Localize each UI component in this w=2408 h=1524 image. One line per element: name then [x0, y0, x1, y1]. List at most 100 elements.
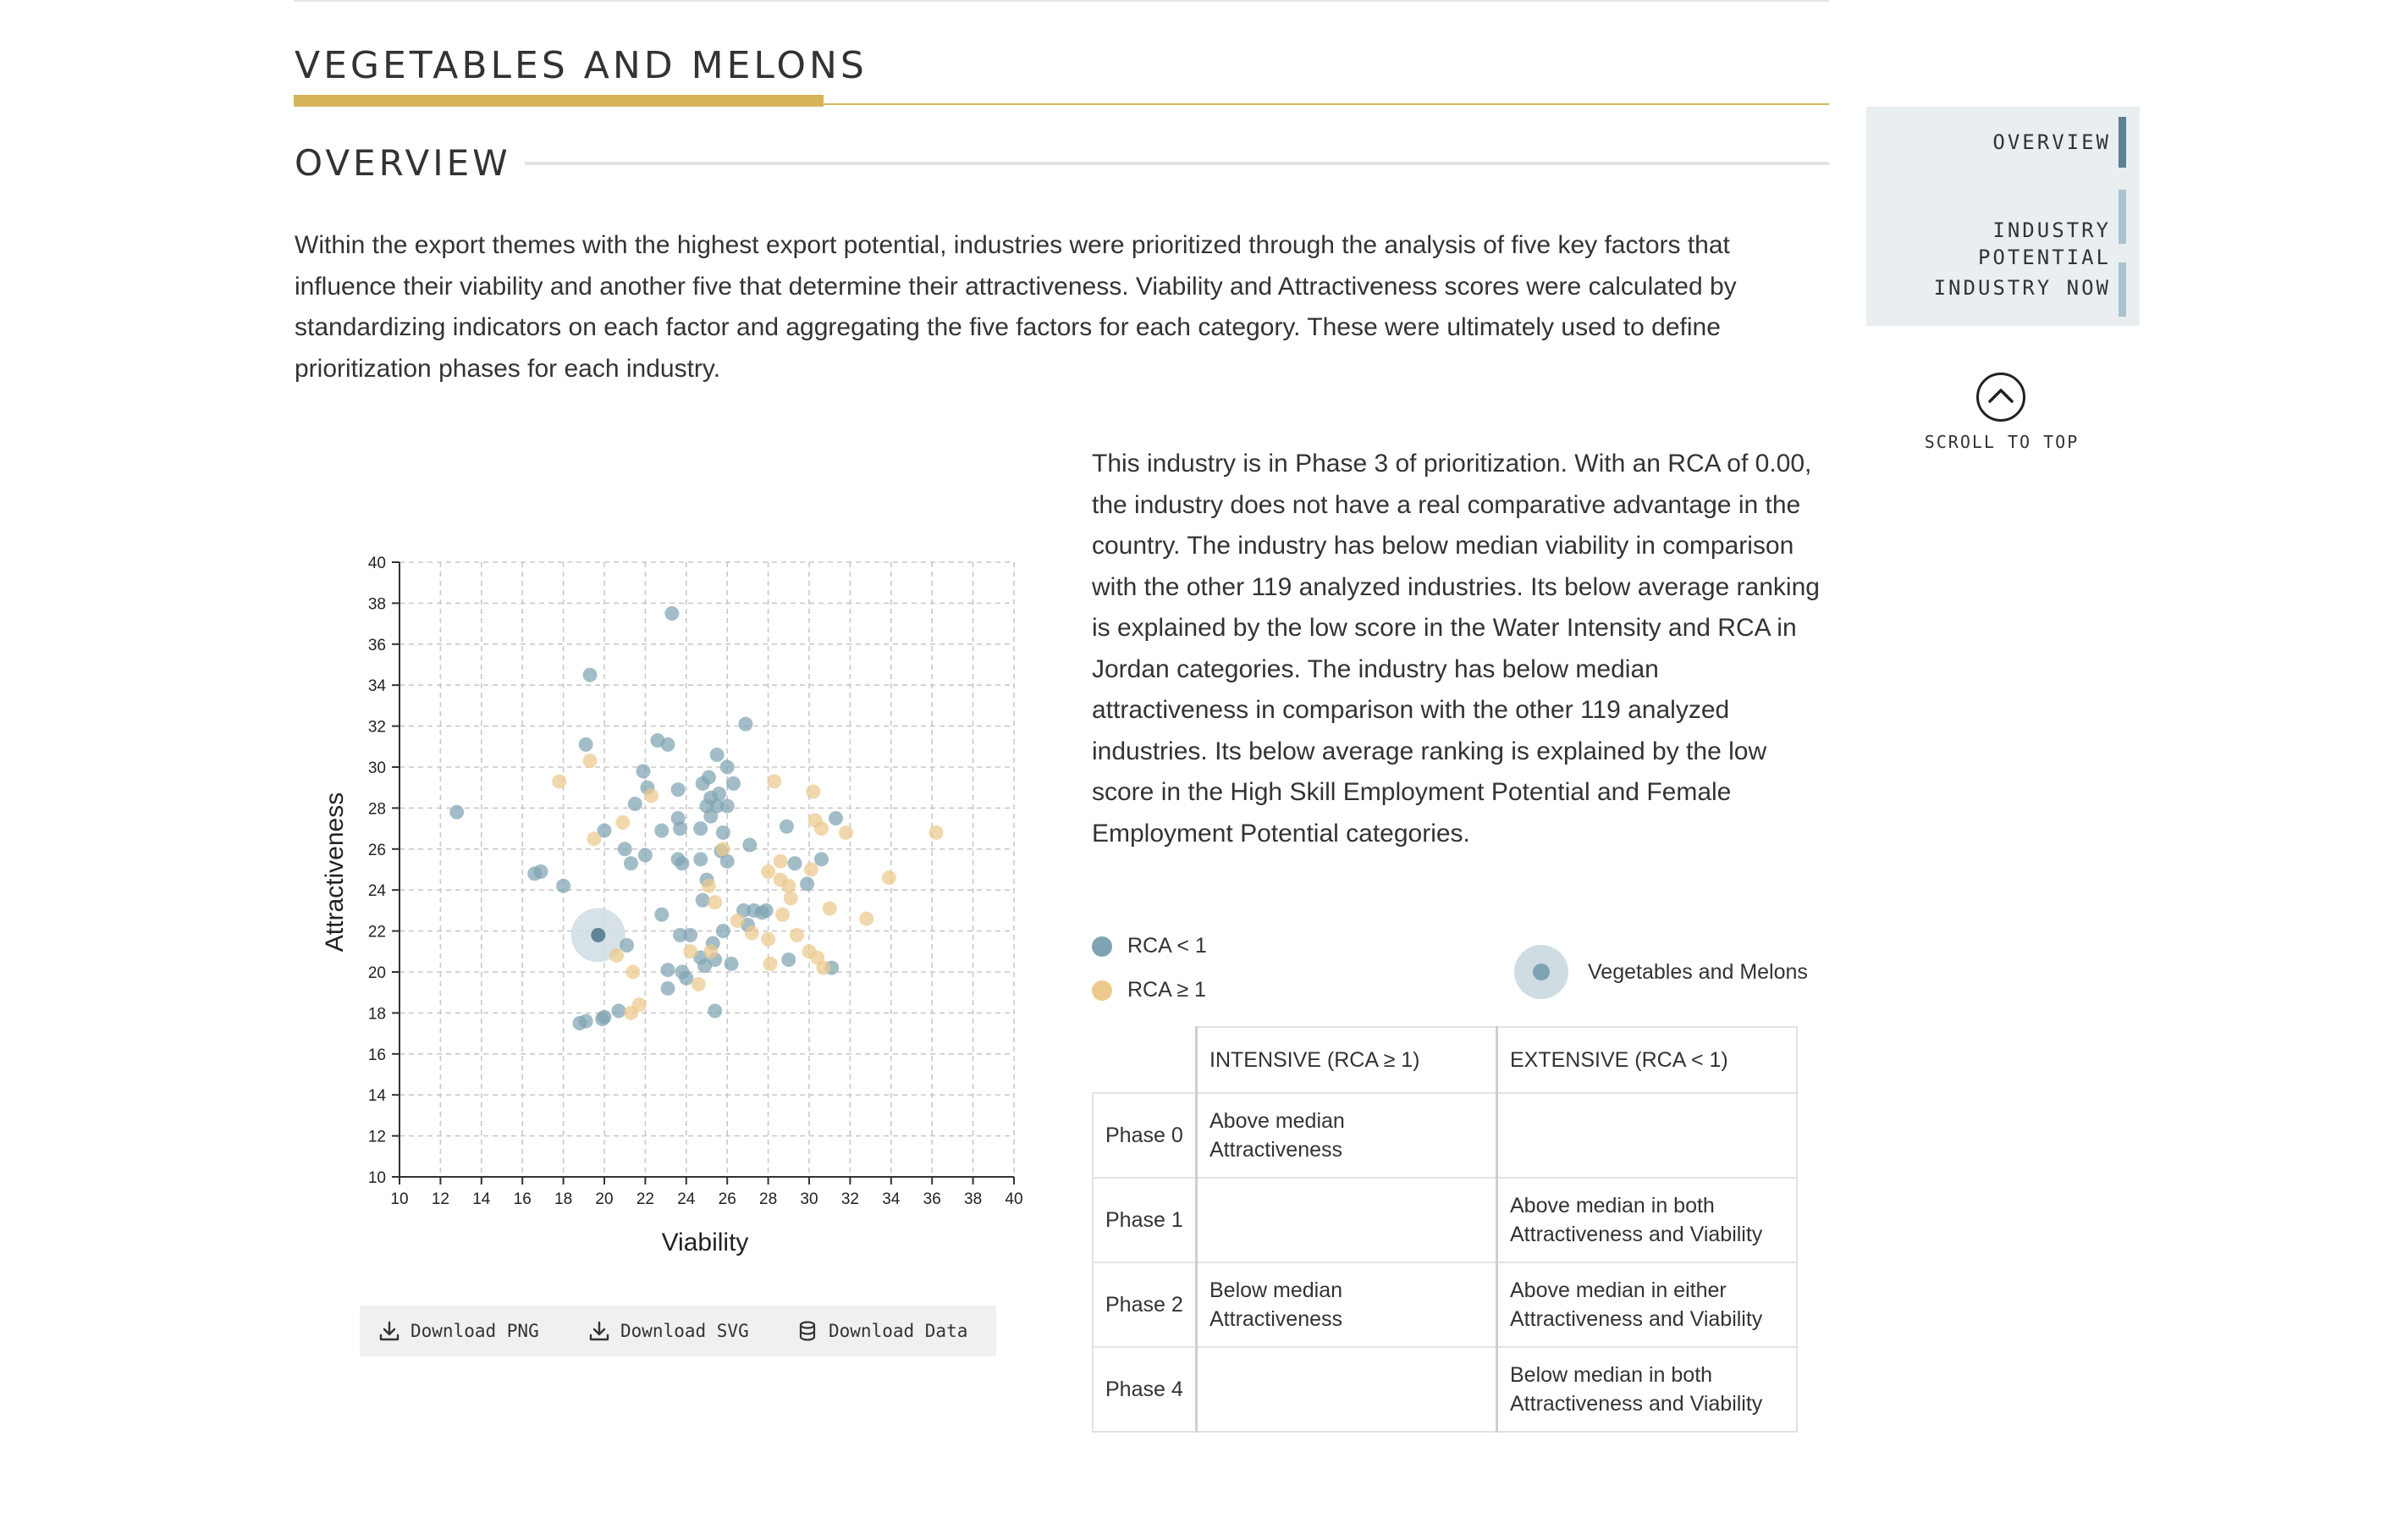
- data-point-rca-above[interactable]: [783, 891, 798, 906]
- data-point-rca-below[interactable]: [781, 952, 796, 967]
- data-point-rca-below[interactable]: [738, 716, 753, 732]
- download-svg-button[interactable]: Download SVG: [588, 1306, 749, 1356]
- data-point-rca-above[interactable]: [822, 901, 837, 916]
- data-point-rca-below[interactable]: [828, 811, 843, 826]
- scroll-to-top-button[interactable]: SCROLL TO TOP: [1921, 373, 2082, 457]
- data-point-rca-above[interactable]: [715, 842, 730, 857]
- data-point-rca-above[interactable]: [763, 956, 778, 971]
- data-point-rca-below[interactable]: [814, 852, 829, 867]
- data-point-rca-above[interactable]: [775, 907, 791, 922]
- data-point-rca-below[interactable]: [670, 852, 686, 867]
- data-point-rca-below[interactable]: [787, 856, 802, 871]
- data-point-rca-above[interactable]: [644, 788, 659, 803]
- data-point-rca-below[interactable]: [683, 927, 698, 942]
- data-point-rca-above[interactable]: [609, 948, 625, 964]
- data-point-rca-below[interactable]: [673, 821, 688, 837]
- data-point-rca-above[interactable]: [761, 931, 776, 947]
- data-point-rca-below[interactable]: [597, 823, 612, 838]
- data-point-rca-below[interactable]: [725, 776, 741, 791]
- title-rule: [294, 103, 1829, 105]
- highlight-point[interactable]: [591, 927, 606, 942]
- data-point-rca-below[interactable]: [695, 892, 710, 908]
- data-point-rca-below[interactable]: [660, 980, 675, 996]
- data-point-rca-above[interactable]: [691, 977, 706, 992]
- data-point-rca-above[interactable]: [928, 825, 944, 840]
- data-point-rca-below[interactable]: [779, 819, 794, 834]
- data-point-rca-below[interactable]: [670, 782, 686, 798]
- data-point-rca-above[interactable]: [552, 774, 567, 789]
- data-point-rca-above[interactable]: [806, 784, 821, 799]
- data-point-rca-below[interactable]: [703, 809, 719, 824]
- data-point-rca-above[interactable]: [625, 964, 641, 980]
- data-point-rca-below[interactable]: [800, 876, 815, 892]
- data-point-rca-below[interactable]: [693, 852, 708, 867]
- nav-item-industry-potential[interactable]: INDUSTRY POTENTIAL: [1978, 190, 2111, 271]
- data-point-rca-above[interactable]: [839, 825, 854, 840]
- data-point-rca-above[interactable]: [810, 950, 825, 965]
- data-point-rca-above[interactable]: [859, 911, 874, 926]
- x-tick-label: 14: [472, 1190, 491, 1208]
- data-point-rca-below[interactable]: [664, 606, 680, 621]
- data-point-rca-above[interactable]: [708, 895, 723, 910]
- data-point-rca-above[interactable]: [701, 878, 716, 893]
- data-point-rca-below[interactable]: [597, 1009, 612, 1024]
- download-png-button[interactable]: Download PNG: [378, 1306, 539, 1356]
- data-point-rca-above[interactable]: [881, 870, 896, 886]
- data-point-rca-above[interactable]: [803, 862, 818, 877]
- data-point-rca-above[interactable]: [683, 944, 698, 959]
- data-point-rca-below[interactable]: [572, 1016, 587, 1030]
- data-point-rca-above[interactable]: [761, 864, 776, 879]
- data-point-rca-below[interactable]: [654, 907, 670, 922]
- data-point-rca-above[interactable]: [587, 831, 602, 847]
- data-point-rca-above[interactable]: [703, 944, 719, 959]
- data-point-rca-below[interactable]: [724, 956, 739, 971]
- data-point-rca-below[interactable]: [719, 853, 735, 869]
- data-point-rca-below[interactable]: [709, 747, 725, 762]
- download-data-button[interactable]: Download Data: [796, 1306, 967, 1356]
- data-point-rca-below[interactable]: [715, 924, 730, 939]
- data-point-rca-above[interactable]: [744, 925, 759, 941]
- y-tick-label: 28: [368, 800, 386, 818]
- data-point-rca-below[interactable]: [578, 737, 593, 752]
- data-point-rca-below[interactable]: [617, 842, 632, 857]
- data-point-rca-above[interactable]: [781, 878, 796, 893]
- data-point-rca-above[interactable]: [767, 774, 782, 789]
- data-point-rca-above[interactable]: [730, 914, 745, 928]
- nav-item-industry-now[interactable]: INDUSTRY NOW: [1934, 274, 2111, 301]
- x-tick-label: 24: [677, 1190, 696, 1208]
- data-point-rca-below[interactable]: [660, 737, 675, 752]
- data-point-rca-below[interactable]: [719, 759, 735, 775]
- nav-item-overview[interactable]: OVERVIEW: [1992, 129, 2111, 156]
- data-point-rca-above[interactable]: [582, 754, 598, 769]
- data-point-rca-below[interactable]: [754, 905, 769, 920]
- data-point-rca-above[interactable]: [814, 821, 829, 837]
- data-point-rca-above[interactable]: [615, 814, 631, 830]
- data-point-rca-below[interactable]: [719, 798, 735, 814]
- data-point-rca-below[interactable]: [708, 1003, 723, 1019]
- data-point-rca-below[interactable]: [701, 770, 716, 785]
- data-point-rca-below[interactable]: [673, 927, 688, 942]
- data-point-rca-below[interactable]: [742, 837, 758, 853]
- data-point-rca-below[interactable]: [627, 797, 642, 812]
- data-point-rca-above[interactable]: [773, 853, 788, 869]
- data-point-rca-below[interactable]: [637, 848, 653, 863]
- data-point-rca-below[interactable]: [660, 963, 675, 978]
- download-toolbar: Download PNG Download SVG Download Data: [360, 1306, 996, 1356]
- data-point-rca-above[interactable]: [789, 927, 804, 942]
- data-point-rca-below[interactable]: [712, 786, 727, 801]
- data-point-rca-below[interactable]: [623, 856, 638, 871]
- data-point-rca-below[interactable]: [654, 823, 670, 838]
- data-point-rca-below[interactable]: [556, 878, 571, 893]
- data-point-rca-below[interactable]: [449, 804, 465, 820]
- data-point-rca-below[interactable]: [620, 938, 635, 953]
- data-point-rca-below[interactable]: [636, 764, 651, 779]
- data-point-rca-below[interactable]: [611, 1003, 626, 1019]
- data-point-rca-below[interactable]: [527, 866, 543, 881]
- y-tick-label: 14: [368, 1087, 387, 1105]
- data-point-rca-below[interactable]: [679, 970, 694, 986]
- data-point-rca-below[interactable]: [582, 667, 598, 682]
- data-point-rca-below[interactable]: [715, 825, 730, 840]
- table-header-cell: [1093, 1027, 1198, 1094]
- data-point-rca-below[interactable]: [693, 821, 708, 837]
- data-point-rca-above[interactable]: [623, 1005, 638, 1020]
